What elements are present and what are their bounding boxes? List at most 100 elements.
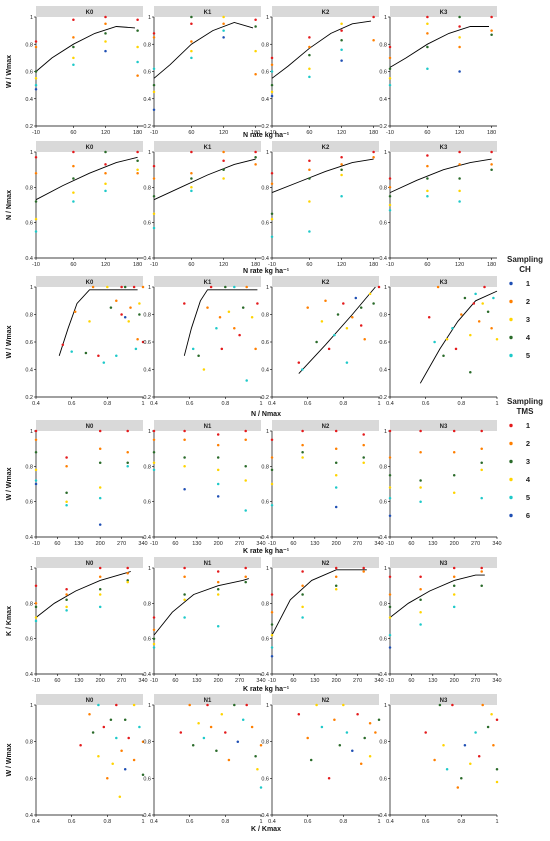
y-tick-label: 0.4 [25, 97, 33, 103]
fitted-curve [153, 578, 249, 636]
fitted-curve [389, 26, 489, 68]
y-tick-label: 0.6 [261, 776, 269, 782]
x-tick-label: 60 [188, 130, 194, 136]
x-tick-label: 120 [101, 262, 110, 268]
data-point [270, 212, 274, 216]
data-point [270, 90, 274, 94]
fitted-curve [183, 289, 258, 356]
x-tick-label: -10 [386, 262, 394, 268]
data-point [477, 755, 481, 758]
data-point [469, 371, 472, 374]
data-point [388, 177, 392, 180]
panel-n3: N3 0.4 0.6 0.8 1 -10 60 130 200 270 340 [379, 420, 502, 547]
data-point [132, 758, 136, 762]
data-point [34, 605, 38, 609]
y-tick-label: 0.2 [261, 124, 269, 130]
fitted-curve [35, 156, 138, 201]
data-point [98, 429, 102, 433]
legend-label: 4 [526, 475, 531, 484]
data-point [419, 486, 422, 489]
y-tick-label: 0.4 [143, 256, 151, 262]
data-point [134, 347, 138, 351]
data-point [334, 587, 338, 591]
data-point [183, 465, 186, 468]
x-axis-title: N rate kg ha⁻¹ [243, 268, 290, 275]
y-tick-label: 0.8 [25, 42, 33, 48]
data-point [340, 29, 343, 32]
data-point [340, 163, 343, 166]
data-point [340, 38, 343, 42]
panel-k0: K0 0.4 0.6 0.8 1 -10 60 120 180 [25, 141, 143, 268]
data-point [183, 302, 186, 305]
data-point [490, 15, 493, 19]
legend-marker [509, 495, 513, 500]
data-point [126, 580, 129, 584]
y-tick-label: 0.4 [379, 535, 387, 541]
data-point [34, 482, 38, 486]
x-tick-label: 60 [290, 678, 296, 684]
y-tick-label: 0.6 [379, 500, 387, 506]
facet-label: K2 [322, 280, 330, 286]
x-tick-label: -10 [32, 130, 40, 136]
x-tick-label: 0.8 [104, 401, 112, 407]
data-point [102, 361, 106, 364]
data-point [233, 285, 236, 289]
data-point [227, 310, 231, 314]
data-point [419, 587, 422, 591]
data-point [308, 230, 311, 233]
data-point [136, 168, 139, 171]
data-point [136, 159, 139, 163]
y-tick-label: 0.4 [261, 256, 269, 262]
x-tick-label: 270 [235, 541, 244, 547]
facet-label: N1 [204, 698, 212, 704]
data-point [388, 616, 392, 619]
data-point [270, 633, 274, 637]
data-point [388, 67, 392, 71]
legend-title: TMS [517, 407, 535, 416]
data-point [220, 712, 224, 716]
data-point [297, 712, 301, 716]
x-tick-label: 180 [251, 262, 260, 268]
data-point [480, 461, 483, 465]
data-point [362, 570, 365, 573]
facet-strip [390, 557, 497, 568]
data-point [372, 15, 375, 19]
data-point [458, 15, 461, 19]
data-point [270, 182, 274, 186]
data-point [98, 447, 102, 450]
y-tick-label: 1 [30, 150, 33, 156]
data-point [98, 566, 102, 570]
data-point [345, 361, 349, 364]
y-tick-label: 0.6 [25, 776, 33, 782]
y-tick-label: 1 [30, 429, 33, 435]
y-axis-title: W / Wmax [6, 325, 13, 358]
data-point [270, 655, 274, 658]
data-point [362, 433, 365, 436]
data-point [34, 217, 38, 221]
data-point [419, 450, 422, 454]
facet-strip [272, 420, 379, 431]
data-point [70, 350, 73, 353]
y-tick-label: 0.4 [25, 256, 33, 262]
x-tick-label: 0.6 [68, 401, 76, 407]
data-point [426, 177, 429, 180]
fitted-curve [35, 571, 131, 618]
data-point [183, 566, 186, 570]
data-point [451, 327, 454, 330]
data-point [327, 777, 331, 780]
x-tick-label: 270 [117, 678, 126, 684]
x-tick-label: 270 [353, 541, 362, 547]
x-tick-label: 200 [96, 678, 105, 684]
facet-strip [390, 694, 497, 705]
data-point [458, 200, 461, 203]
data-point [388, 186, 392, 189]
data-point [244, 429, 247, 433]
data-point [388, 194, 392, 198]
data-point [495, 767, 499, 771]
data-point [222, 159, 225, 163]
facet-label: K2 [322, 145, 330, 151]
fitted-curve [271, 158, 374, 194]
y-tick-label: 0.4 [143, 368, 151, 374]
data-point [220, 347, 224, 351]
x-tick-label: 1 [377, 819, 380, 825]
